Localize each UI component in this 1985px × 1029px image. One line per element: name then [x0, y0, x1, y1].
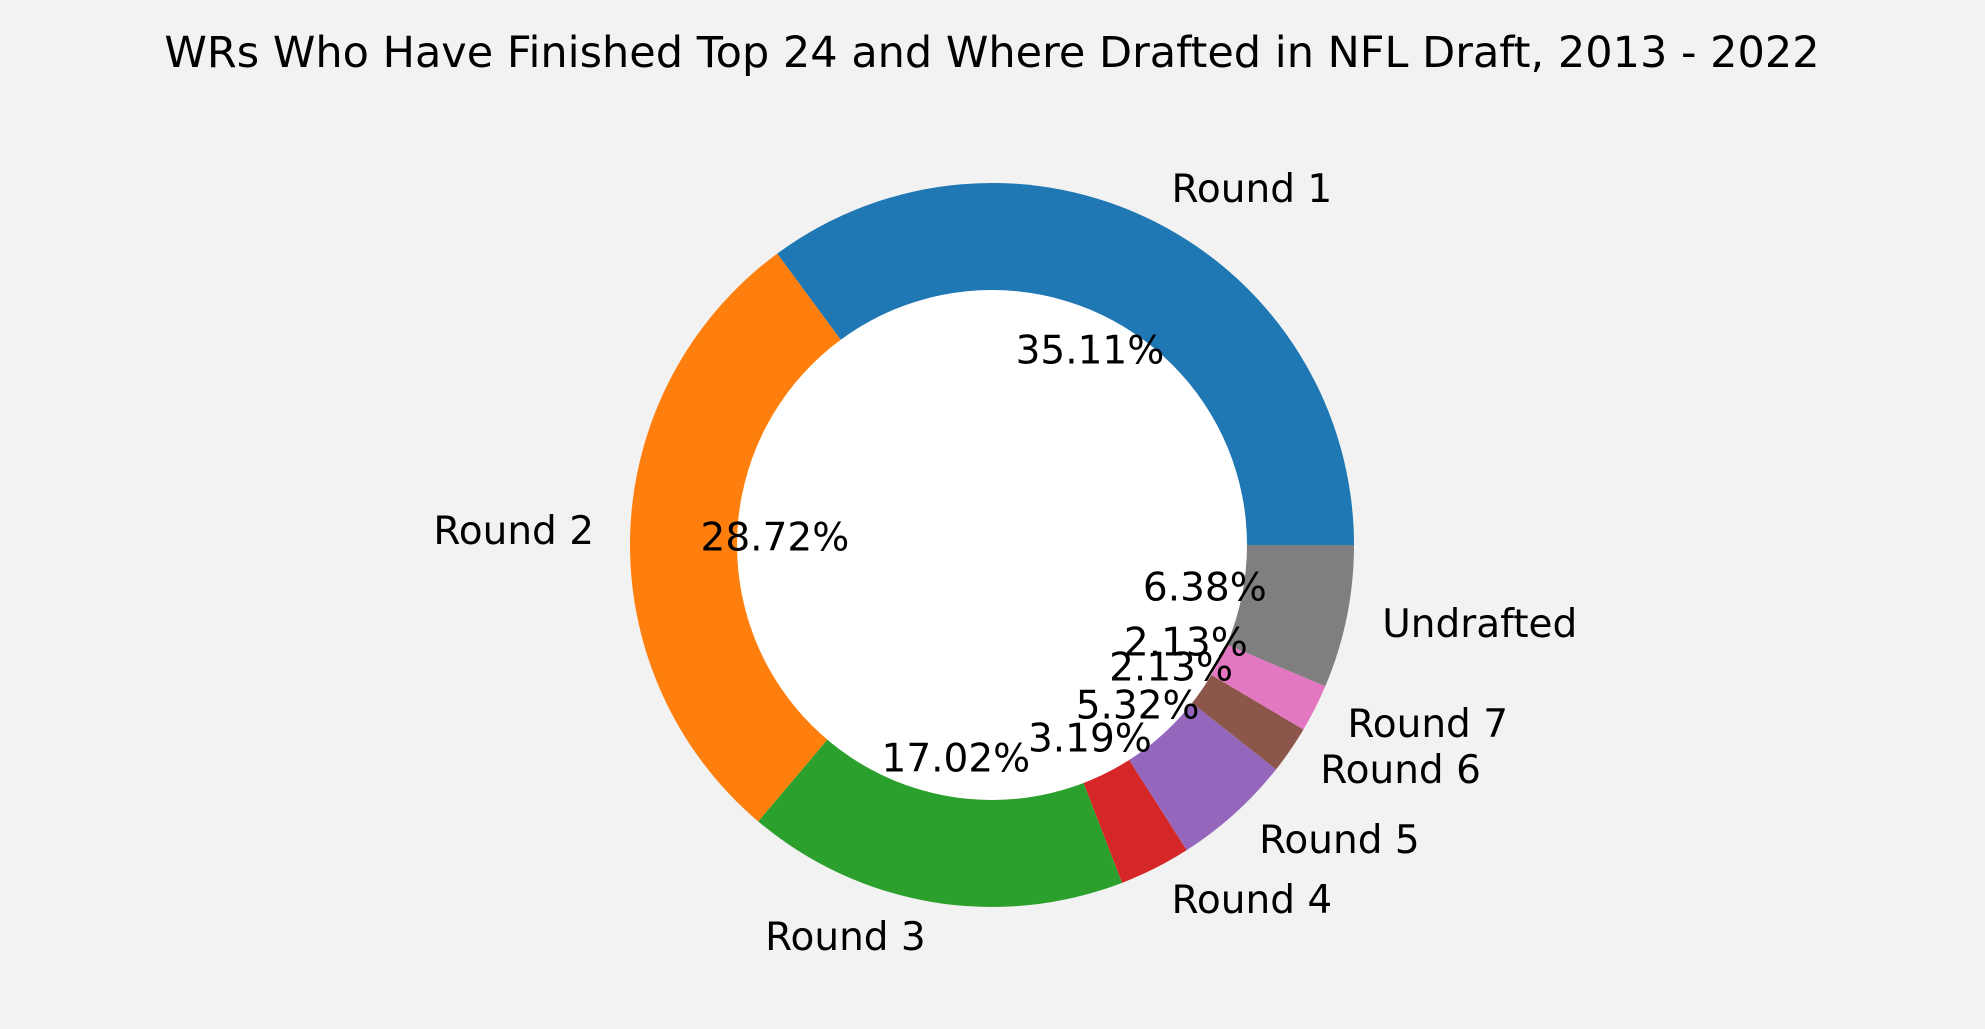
percent-label-round-1: 35.11%	[1016, 329, 1165, 374]
slice-labels-group: Round 1 Round 2 Round 3 Round 4 Round 5 Round…	[433, 167, 1577, 960]
percent-labels-group: 35.11%28.72%17.02%3.19%5.32%2.13%2.13%6.…	[701, 329, 1267, 782]
percent-label-undrafted: 6.38%	[1143, 566, 1267, 611]
chart-title: WRs Who Have Finished Top 24 and Where D…	[164, 28, 1819, 78]
percent-label-round-4: 3.19%	[1028, 716, 1152, 761]
slice-label-round-2: Round 2	[433, 509, 594, 554]
slice-label-round-4: Round 4	[1172, 878, 1333, 923]
percent-label-round-6: 2.13%	[1109, 645, 1233, 690]
percent-label-round-3: 17.02%	[882, 737, 1031, 782]
slice-label-round-3: Round 3	[765, 915, 926, 960]
slice-label-round-1: Round 1	[1172, 167, 1333, 212]
slice-label-round-5: Round 5	[1259, 818, 1420, 863]
slice-label-round-6: Round 6	[1320, 748, 1481, 793]
donut-hole	[737, 290, 1247, 800]
slice-label-undrafted: Undrafted	[1382, 602, 1577, 647]
percent-label-round-2: 28.72%	[701, 515, 850, 560]
percent-label-round-7: 2.13%	[1124, 620, 1248, 665]
percent-label-round-5: 5.32%	[1076, 684, 1200, 729]
slice-label-round-7: Round 7	[1347, 702, 1508, 747]
